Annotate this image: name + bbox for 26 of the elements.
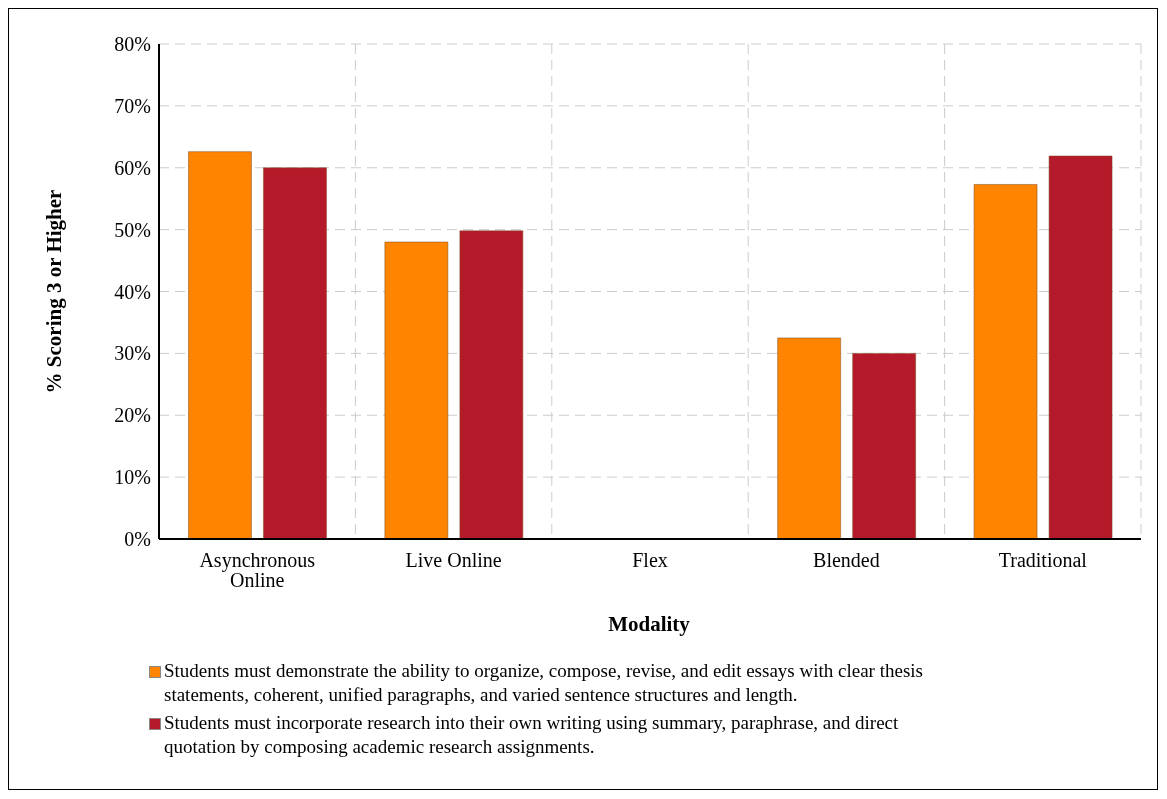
bar: [188, 151, 252, 539]
bar: [384, 241, 449, 539]
y-tick-label: 60%: [114, 156, 151, 179]
y-tick-label: 30%: [114, 342, 151, 365]
y-tick-label: 70%: [114, 94, 151, 117]
y-tick-label: 50%: [114, 218, 151, 241]
bar: [263, 167, 327, 539]
bar: [1048, 155, 1113, 539]
bar: [459, 230, 524, 539]
legend-label: Students must demonstrate the ability to organize, compose, revise, and edit essays with clear thesis statements, coherent, unified paragraphs, and varied sentence structures and length.: [164, 659, 924, 707]
y-tick-label: 20%: [114, 404, 151, 427]
x-tick-label: Live Online: [405, 549, 502, 572]
y-tick-label: 80%: [114, 33, 151, 56]
y-tick-label: 40%: [114, 280, 151, 303]
legend-label: Students must incorporate research into their own writing using summary, paraphrase, and direct quotation by composing academic research assignments.: [164, 711, 900, 759]
x-tick-label: Flex: [632, 549, 668, 572]
x-tick-label: Blended: [813, 549, 880, 572]
y-axis-title: % Scoring 3 or Higher: [42, 189, 67, 394]
bar: [973, 184, 1038, 539]
bar: [777, 337, 841, 539]
y-tick-label: 10%: [114, 466, 151, 489]
x-tick-label: Traditional: [998, 549, 1088, 572]
x-axis-title: Modality: [607, 611, 691, 638]
x-tick-label: Asynchronous Online: [199, 549, 316, 592]
y-tick-label: 0%: [124, 528, 151, 551]
bar: [852, 353, 916, 539]
